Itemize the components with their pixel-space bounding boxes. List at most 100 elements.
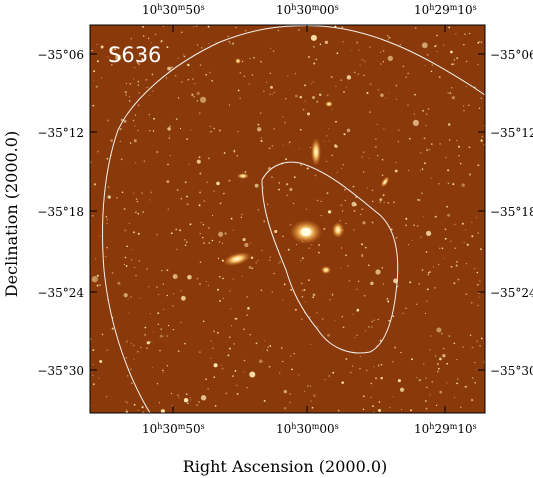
star: [382, 50, 385, 52]
star: [363, 294, 366, 297]
star: [271, 291, 274, 293]
galaxies: [223, 58, 390, 274]
star: [461, 183, 465, 187]
star: [381, 158, 384, 161]
star: [480, 337, 483, 340]
star: [130, 342, 132, 345]
star: [382, 194, 385, 197]
star: [428, 271, 431, 273]
star: [448, 139, 451, 141]
ra-tick-label-top-1: 10h30m50s: [142, 3, 205, 18]
star: [465, 85, 467, 87]
star: [157, 323, 160, 326]
star: [347, 265, 349, 267]
star: [456, 378, 459, 380]
star: [423, 137, 426, 140]
star: [464, 33, 466, 35]
star: [125, 82, 127, 85]
star: [469, 173, 471, 176]
star: [123, 263, 126, 266]
star: [269, 256, 272, 258]
star: [357, 280, 360, 283]
star: [261, 249, 263, 252]
star: [342, 40, 344, 43]
star: [290, 355, 292, 357]
star: [273, 91, 275, 94]
star: [92, 104, 95, 107]
star: [169, 125, 172, 128]
star: [200, 221, 202, 224]
star: [169, 155, 171, 157]
galaxy-elongated-north: [311, 138, 321, 166]
star: [120, 118, 123, 121]
star: [260, 60, 262, 63]
star: [357, 73, 360, 75]
star: [427, 272, 430, 274]
star: [265, 81, 268, 83]
star: [474, 361, 476, 364]
star: [439, 143, 441, 145]
star: [383, 128, 385, 130]
star: [222, 297, 225, 300]
star: [288, 141, 291, 143]
star: [271, 176, 273, 178]
star: [444, 237, 447, 240]
star: [199, 191, 202, 194]
star: [402, 65, 405, 68]
star: [218, 241, 221, 243]
star: [480, 97, 482, 100]
star: [421, 42, 428, 49]
star: [328, 140, 330, 142]
star: [364, 246, 367, 249]
star: [283, 407, 287, 410]
ra-tick-labels-top: 10h30m50s 10h30m00s 10h29m10s: [142, 3, 477, 18]
star: [93, 70, 96, 73]
star: [170, 232, 173, 235]
star: [478, 296, 480, 298]
star: [94, 258, 96, 260]
star: [93, 79, 95, 81]
star: [363, 60, 366, 62]
star: [186, 138, 189, 141]
star: [262, 187, 265, 189]
star: [259, 359, 263, 364]
dec-tick-label-right-1: −35°06: [490, 48, 533, 62]
star: [278, 182, 281, 184]
star: [421, 168, 424, 170]
star: [478, 107, 481, 109]
star: [341, 381, 344, 384]
star: [424, 312, 426, 314]
star: [447, 123, 451, 126]
star: [99, 235, 101, 237]
star: [436, 362, 439, 365]
star: [137, 409, 140, 411]
star: [425, 230, 432, 237]
star: [91, 276, 98, 283]
star: [312, 45, 315, 48]
star: [335, 120, 337, 123]
star: [267, 167, 269, 170]
star: [233, 149, 236, 152]
star: [400, 351, 402, 354]
star: [176, 189, 179, 191]
star: [350, 50, 352, 52]
star: [126, 402, 128, 404]
star: [363, 151, 365, 153]
star: [378, 409, 381, 412]
star: [344, 199, 346, 202]
star: [137, 80, 140, 83]
star: [250, 242, 252, 244]
star: [476, 340, 479, 343]
star: [431, 143, 433, 145]
star: [318, 244, 321, 246]
star: [405, 76, 407, 78]
star: [188, 163, 190, 165]
star: [453, 59, 456, 61]
star: [236, 393, 239, 395]
star: [198, 112, 201, 115]
star: [100, 45, 104, 49]
star: [451, 96, 456, 100]
star: [400, 408, 403, 411]
star: [438, 183, 440, 185]
star: [108, 196, 111, 199]
